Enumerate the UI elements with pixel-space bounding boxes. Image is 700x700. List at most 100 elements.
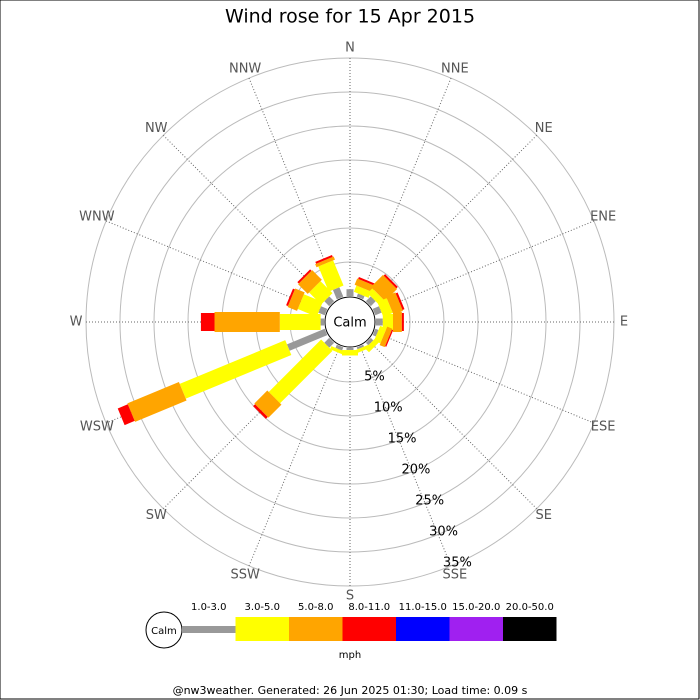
legend-swatch (342, 617, 396, 641)
grid-ring (153, 125, 547, 519)
bar-segment (376, 318, 383, 326)
bar-segment (332, 287, 344, 300)
bar-segment (286, 328, 328, 351)
calm-label: Calm (333, 316, 366, 331)
bar-segment (279, 314, 321, 330)
legend-label: 11.0-15.0 (399, 602, 447, 613)
bar-segment (298, 270, 322, 294)
bar-segment (318, 260, 344, 292)
bar-segment (365, 296, 376, 307)
spoke (162, 134, 332, 304)
direction-label: NE (535, 121, 553, 136)
bar-segment (356, 293, 365, 300)
spoke (359, 77, 452, 299)
direction-label: N (345, 41, 355, 56)
r-tick-label: 5% (364, 369, 385, 384)
direction-label: SE (536, 508, 552, 523)
bar-segment (324, 296, 335, 307)
bar-segment (365, 337, 374, 346)
legend-swatch (503, 617, 557, 641)
bar-segment (179, 340, 292, 399)
bar-segment (200, 313, 215, 331)
bar-segment (286, 288, 295, 307)
direction-label: NNE (441, 61, 469, 76)
bar-segment (309, 281, 333, 305)
direction-label: ESE (591, 419, 616, 434)
bar-segment (372, 328, 379, 337)
bar-segment (377, 298, 393, 317)
r-tick-label: 30% (429, 525, 458, 540)
bar-segment (324, 337, 335, 348)
spoke (368, 340, 538, 510)
bar-segment (335, 344, 344, 351)
bar-segment (287, 288, 305, 311)
bar-segment (297, 294, 323, 317)
bar-segment (395, 292, 405, 310)
bar-segment (315, 254, 333, 264)
legend-swatch (289, 617, 343, 641)
direction-label: WNW (79, 210, 115, 225)
legend-label: 15.0-20.0 (452, 602, 500, 613)
bar-segment (117, 404, 135, 426)
r-tick-label: 25% (415, 494, 444, 509)
legend-label: 20.0-50.0 (506, 602, 554, 613)
bar-segment (383, 274, 398, 289)
spoke (105, 220, 327, 313)
legend-swatch (182, 626, 236, 633)
bar-segment (320, 318, 324, 326)
legend-label: 8.0-11.0 (348, 602, 390, 613)
r-tick-label: 35% (443, 556, 472, 571)
legend-swatch (396, 617, 450, 641)
direction-label: SSW (230, 568, 260, 583)
bar-segment (342, 350, 358, 356)
direction-label: SSE (442, 568, 467, 583)
bar-segment (365, 337, 381, 353)
bar-segment (393, 312, 402, 332)
r-tick-label: 20% (401, 462, 430, 477)
bar-segment (354, 278, 376, 293)
legend-calm-label: Calm (151, 626, 177, 637)
bar-segment (358, 276, 376, 286)
bar-segment (315, 256, 335, 268)
direction-label: NW (145, 121, 168, 136)
bar-segment (346, 289, 354, 296)
spoke (359, 345, 452, 567)
direction-label: NNW (229, 61, 261, 76)
bar-segment (318, 306, 328, 316)
direction-label: E (620, 315, 628, 330)
chart-title: Wind rose for 15 Apr 2015 (225, 6, 475, 28)
bar-segment (379, 326, 393, 348)
bar-segment (372, 306, 382, 316)
direction-label: ENE (590, 210, 616, 225)
direction-label: S (346, 589, 354, 604)
bar-segment (297, 269, 312, 284)
spoke (373, 220, 595, 313)
direction-label: SW (146, 508, 167, 523)
legend-label: 1.0-3.0 (191, 602, 226, 613)
bar-segment (356, 344, 364, 350)
legend-units: mph (339, 650, 361, 661)
legend-swatch (235, 617, 289, 641)
bar-segment (401, 313, 404, 331)
direction-label: W (70, 315, 83, 330)
bar-segment (253, 404, 268, 419)
r-tick-label: 10% (374, 400, 403, 415)
legend-label: 3.0-5.0 (245, 602, 280, 613)
direction-label: WSW (80, 419, 114, 434)
bar-segment (385, 292, 403, 315)
bar-segment (382, 314, 393, 330)
bar-segment (353, 285, 372, 298)
footer: @nw3weather. Generated: 26 Jun 2025 01:3… (173, 684, 528, 697)
spoke (248, 345, 341, 567)
bar-segment (254, 390, 282, 418)
legend-label: 5.0-8.0 (298, 602, 333, 613)
bar-segment (385, 329, 394, 347)
bar-segment (346, 348, 354, 351)
bar-segment (127, 382, 187, 422)
calm-circle (324, 296, 376, 348)
legend-swatch (449, 617, 503, 641)
bar-segment (214, 312, 280, 332)
bar-segment (367, 288, 384, 305)
